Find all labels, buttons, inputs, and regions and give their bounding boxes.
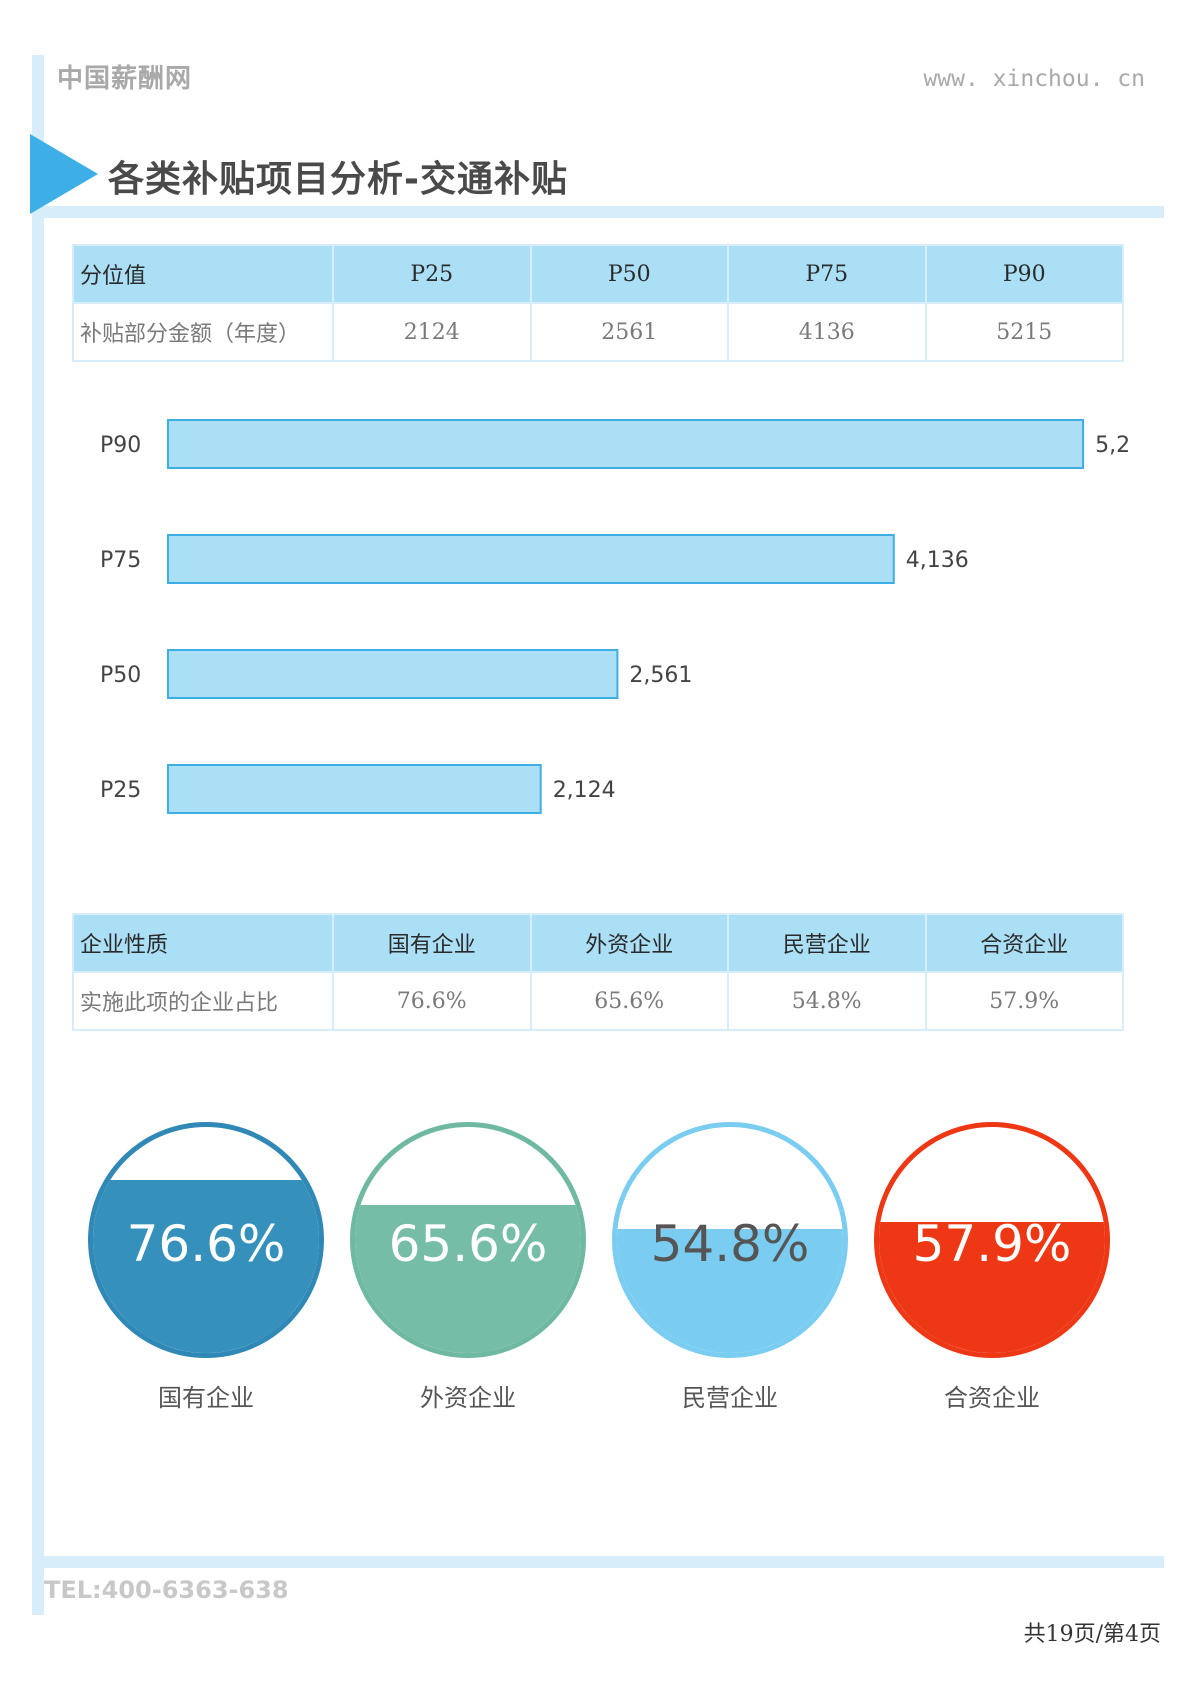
page-counter: 共19页/第4页 xyxy=(1023,1622,1161,1647)
gauge-foreign: 65.6% xyxy=(350,1122,586,1358)
table-header-row: 企业性质 国有企业 外资企业 民营企业 合资企业 xyxy=(72,913,1124,973)
table-header-cell: 企业性质 xyxy=(72,913,334,973)
bar-value-label: 2,124 xyxy=(553,778,616,803)
bar-p50 xyxy=(167,649,619,699)
left-rail-decoration xyxy=(32,55,44,1615)
bar-category-label: P75 xyxy=(100,548,141,573)
gauge-fill xyxy=(617,1229,843,1353)
bar-p75 xyxy=(167,534,895,584)
gauge-label: 国有企业 xyxy=(158,1384,254,1412)
bar-value-label: 5,215 xyxy=(1095,433,1130,458)
table-cell: 4136 xyxy=(727,302,927,362)
table-cell: 2561 xyxy=(529,302,729,362)
footer-divider xyxy=(32,1556,1164,1568)
table-header-row: 分位值 P25 P50 P75 P90 xyxy=(72,244,1124,304)
bar-p90 xyxy=(167,419,1085,469)
table-row-label: 补贴部分金额（年度） xyxy=(72,302,334,362)
table-header-cell: P25 xyxy=(332,244,532,304)
table-cell: 5215 xyxy=(924,302,1124,362)
table-cell: 76.6% xyxy=(332,971,532,1031)
table-header-cell: 外资企业 xyxy=(529,913,729,973)
bar-category-label: P50 xyxy=(100,663,141,688)
bar-p25 xyxy=(167,764,542,814)
table-cell: 65.6% xyxy=(529,971,729,1031)
bar-category-label: P25 xyxy=(100,778,141,803)
gauge-percent: 57.9% xyxy=(912,1215,1072,1273)
table-header-cell: 民营企业 xyxy=(727,913,927,973)
gauge-percent: 76.6% xyxy=(126,1215,286,1273)
table-header-cell: P75 xyxy=(727,244,927,304)
title-arrow-icon xyxy=(30,134,98,214)
gauge-fill xyxy=(355,1204,581,1353)
table-cell: 2124 xyxy=(332,302,532,362)
gauge-state-owned: 76.6% xyxy=(88,1122,324,1358)
enterprise-table: 企业性质 国有企业 外资企业 民营企业 合资企业 实施此项的企业占比 76.6%… xyxy=(72,913,1124,1031)
table-row-label: 实施此项的企业占比 xyxy=(72,971,334,1031)
table-header-cell: P90 xyxy=(924,244,1124,304)
table-cell: 57.9% xyxy=(924,971,1124,1031)
gauge-percent: 54.8% xyxy=(650,1215,810,1273)
gauge-fill xyxy=(93,1179,319,1353)
gauge-label: 合资企业 xyxy=(944,1384,1040,1412)
bar-value-label: 4,136 xyxy=(906,548,969,573)
site-url: www. xinchou. cn xyxy=(923,66,1145,92)
percentile-table: 分位值 P25 P50 P75 P90 补贴部分金额（年度） 2124 2561… xyxy=(72,244,1124,362)
bar-value-label: 2,561 xyxy=(629,663,692,688)
table-cell: 54.8% xyxy=(727,971,927,1031)
gauge-fill xyxy=(879,1222,1105,1353)
gauge-label: 民营企业 xyxy=(682,1384,778,1412)
table-header-cell: 合资企业 xyxy=(924,913,1124,973)
table-row: 实施此项的企业占比 76.6% 65.6% 54.8% 57.9% xyxy=(72,971,1124,1031)
gauge-label: 外资企业 xyxy=(420,1384,516,1412)
table-header-cell: 国有企业 xyxy=(332,913,532,973)
table-header-cell: 分位值 xyxy=(72,244,334,304)
table-header-cell: P50 xyxy=(529,244,729,304)
table-row: 补贴部分金额（年度） 2124 2561 4136 5215 xyxy=(72,302,1124,362)
header-divider xyxy=(32,206,1164,218)
gauge-joint-venture: 57.9% xyxy=(874,1122,1110,1358)
brand-name: 中国薪酬网 xyxy=(57,64,193,94)
bar-category-label: P90 xyxy=(100,433,141,458)
footer-tel: TEL:400-6363-638 xyxy=(44,1576,289,1604)
gauge-private: 54.8% xyxy=(612,1122,848,1358)
gauge-percent: 65.6% xyxy=(388,1215,548,1273)
page-title: 各类补贴项目分析-交通补贴 xyxy=(108,159,568,200)
percentile-bar-chart: P90 5,215 P75 4,136 P50 2,561 P25 2,124 xyxy=(100,419,1130,814)
